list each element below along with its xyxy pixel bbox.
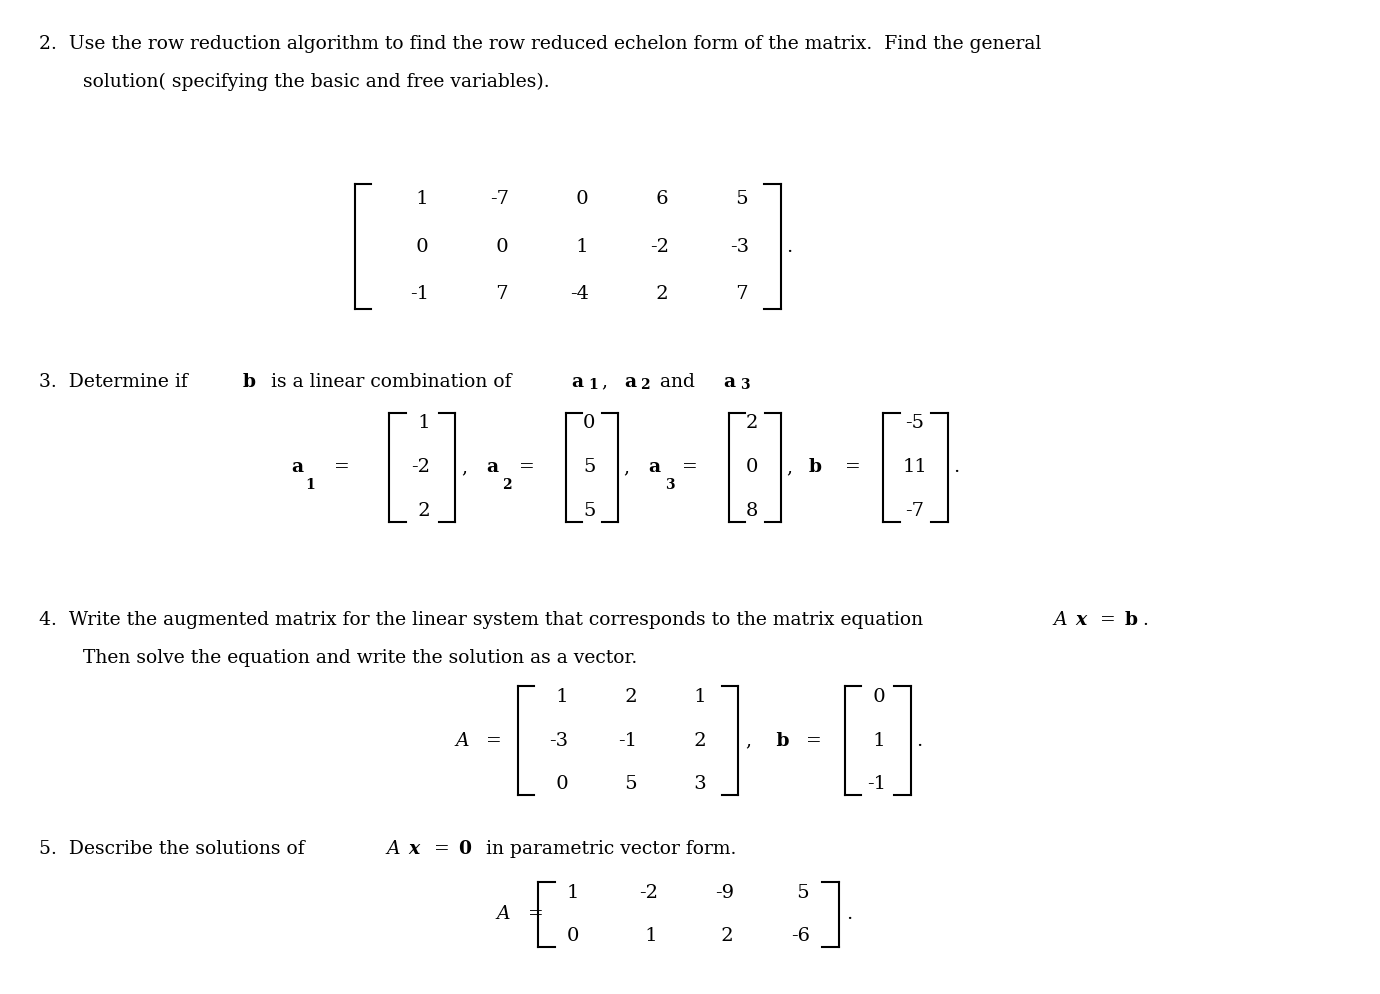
Text: -2: -2 [639, 884, 658, 902]
Text: 0: 0 [570, 190, 589, 208]
Text: =: = [328, 458, 356, 476]
Text: -2: -2 [411, 458, 431, 476]
Text: 2: 2 [502, 478, 512, 492]
Text: .: . [1143, 611, 1148, 629]
Text: 3.  Determine if: 3. Determine if [39, 373, 193, 391]
Text: 0: 0 [867, 688, 886, 706]
Text: 0: 0 [490, 238, 509, 255]
Text: 4.  Write the augmented matrix for the linear system that corresponds to the mat: 4. Write the augmented matrix for the li… [39, 611, 929, 629]
Text: =: = [676, 458, 704, 476]
Text: b: b [809, 458, 821, 476]
Text: 1: 1 [305, 478, 315, 492]
Text: -3: -3 [549, 732, 569, 749]
Text: -3: -3 [730, 238, 749, 255]
Text: A: A [1053, 611, 1067, 629]
Text: 2: 2 [747, 414, 758, 432]
Text: 1: 1 [867, 732, 886, 749]
Text: 5: 5 [730, 190, 749, 208]
Text: 2: 2 [411, 502, 431, 520]
Text: 0: 0 [584, 414, 595, 432]
Text: 2: 2 [650, 285, 669, 303]
Text: -6: -6 [791, 927, 810, 945]
Text: ,: , [624, 458, 629, 476]
Text: 11: 11 [903, 458, 927, 476]
Text: 2.  Use the row reduction algorithm to find the row reduced echelon form of the : 2. Use the row reduction algorithm to fi… [39, 35, 1041, 53]
Text: 5: 5 [618, 775, 638, 793]
Text: ,: , [745, 732, 751, 749]
Text: 0: 0 [567, 927, 578, 945]
Text: 0: 0 [549, 775, 569, 793]
Text: b: b [770, 732, 789, 749]
Text: -1: -1 [867, 775, 886, 793]
Text: 3: 3 [740, 378, 749, 392]
Text: =: = [480, 732, 508, 749]
Text: 8: 8 [747, 502, 758, 520]
Text: =: = [839, 458, 867, 476]
Text: =: = [800, 732, 828, 749]
Text: .: . [916, 732, 923, 749]
Text: 7: 7 [490, 285, 509, 303]
Text: b: b [1125, 611, 1137, 629]
Text: =: = [428, 840, 455, 858]
Text: 1: 1 [570, 238, 589, 255]
Text: a: a [723, 373, 736, 391]
Text: -1: -1 [410, 285, 429, 303]
Text: ,: , [602, 373, 620, 391]
Text: =: = [513, 458, 541, 476]
Text: 1: 1 [639, 927, 658, 945]
Text: is a linear combination of: is a linear combination of [265, 373, 518, 391]
Text: =: = [1094, 611, 1122, 629]
Text: 7: 7 [730, 285, 749, 303]
Text: A: A [455, 732, 469, 749]
Text: A: A [497, 906, 511, 923]
Text: x: x [1075, 611, 1086, 629]
Text: 1: 1 [567, 884, 578, 902]
Text: ,: , [787, 458, 792, 476]
Text: 2: 2 [687, 732, 707, 749]
Text: Then solve the equation and write the solution as a vector.: Then solve the equation and write the so… [83, 649, 638, 667]
Text: -1: -1 [618, 732, 638, 749]
Text: 1: 1 [410, 190, 429, 208]
Text: .: . [954, 458, 960, 476]
Text: 2: 2 [640, 378, 650, 392]
Text: 0: 0 [747, 458, 758, 476]
Text: A: A [386, 840, 400, 858]
Text: -5: -5 [905, 414, 925, 432]
Text: 5: 5 [584, 502, 595, 520]
Text: 5: 5 [791, 884, 810, 902]
Text: solution( specifying the basic and free variables).: solution( specifying the basic and free … [83, 73, 549, 90]
Text: -9: -9 [715, 884, 734, 902]
Text: =: = [522, 906, 549, 923]
Text: 1: 1 [549, 688, 569, 706]
Text: ,: , [461, 458, 466, 476]
Text: 0: 0 [410, 238, 429, 255]
Text: b: b [243, 373, 255, 391]
Text: 2: 2 [715, 927, 734, 945]
Text: 3: 3 [665, 478, 675, 492]
Text: 3: 3 [687, 775, 707, 793]
Text: a: a [571, 373, 584, 391]
Text: x: x [408, 840, 420, 858]
Text: -4: -4 [570, 285, 589, 303]
Text: 5.  Describe the solutions of: 5. Describe the solutions of [39, 840, 310, 858]
Text: 1: 1 [411, 414, 431, 432]
Text: -2: -2 [650, 238, 669, 255]
Text: 1: 1 [687, 688, 707, 706]
Text: .: . [846, 906, 853, 923]
Text: and: and [654, 373, 701, 391]
Text: a: a [486, 458, 498, 476]
Text: 2: 2 [618, 688, 638, 706]
Text: 5: 5 [584, 458, 595, 476]
Text: in parametric vector form.: in parametric vector form. [480, 840, 737, 858]
Text: a: a [291, 458, 304, 476]
Text: .: . [787, 238, 792, 255]
Text: 1: 1 [588, 378, 598, 392]
Text: 0: 0 [458, 840, 471, 858]
Text: 6: 6 [650, 190, 669, 208]
Text: a: a [624, 373, 636, 391]
Text: -7: -7 [490, 190, 509, 208]
Text: -7: -7 [905, 502, 925, 520]
Text: a: a [649, 458, 661, 476]
